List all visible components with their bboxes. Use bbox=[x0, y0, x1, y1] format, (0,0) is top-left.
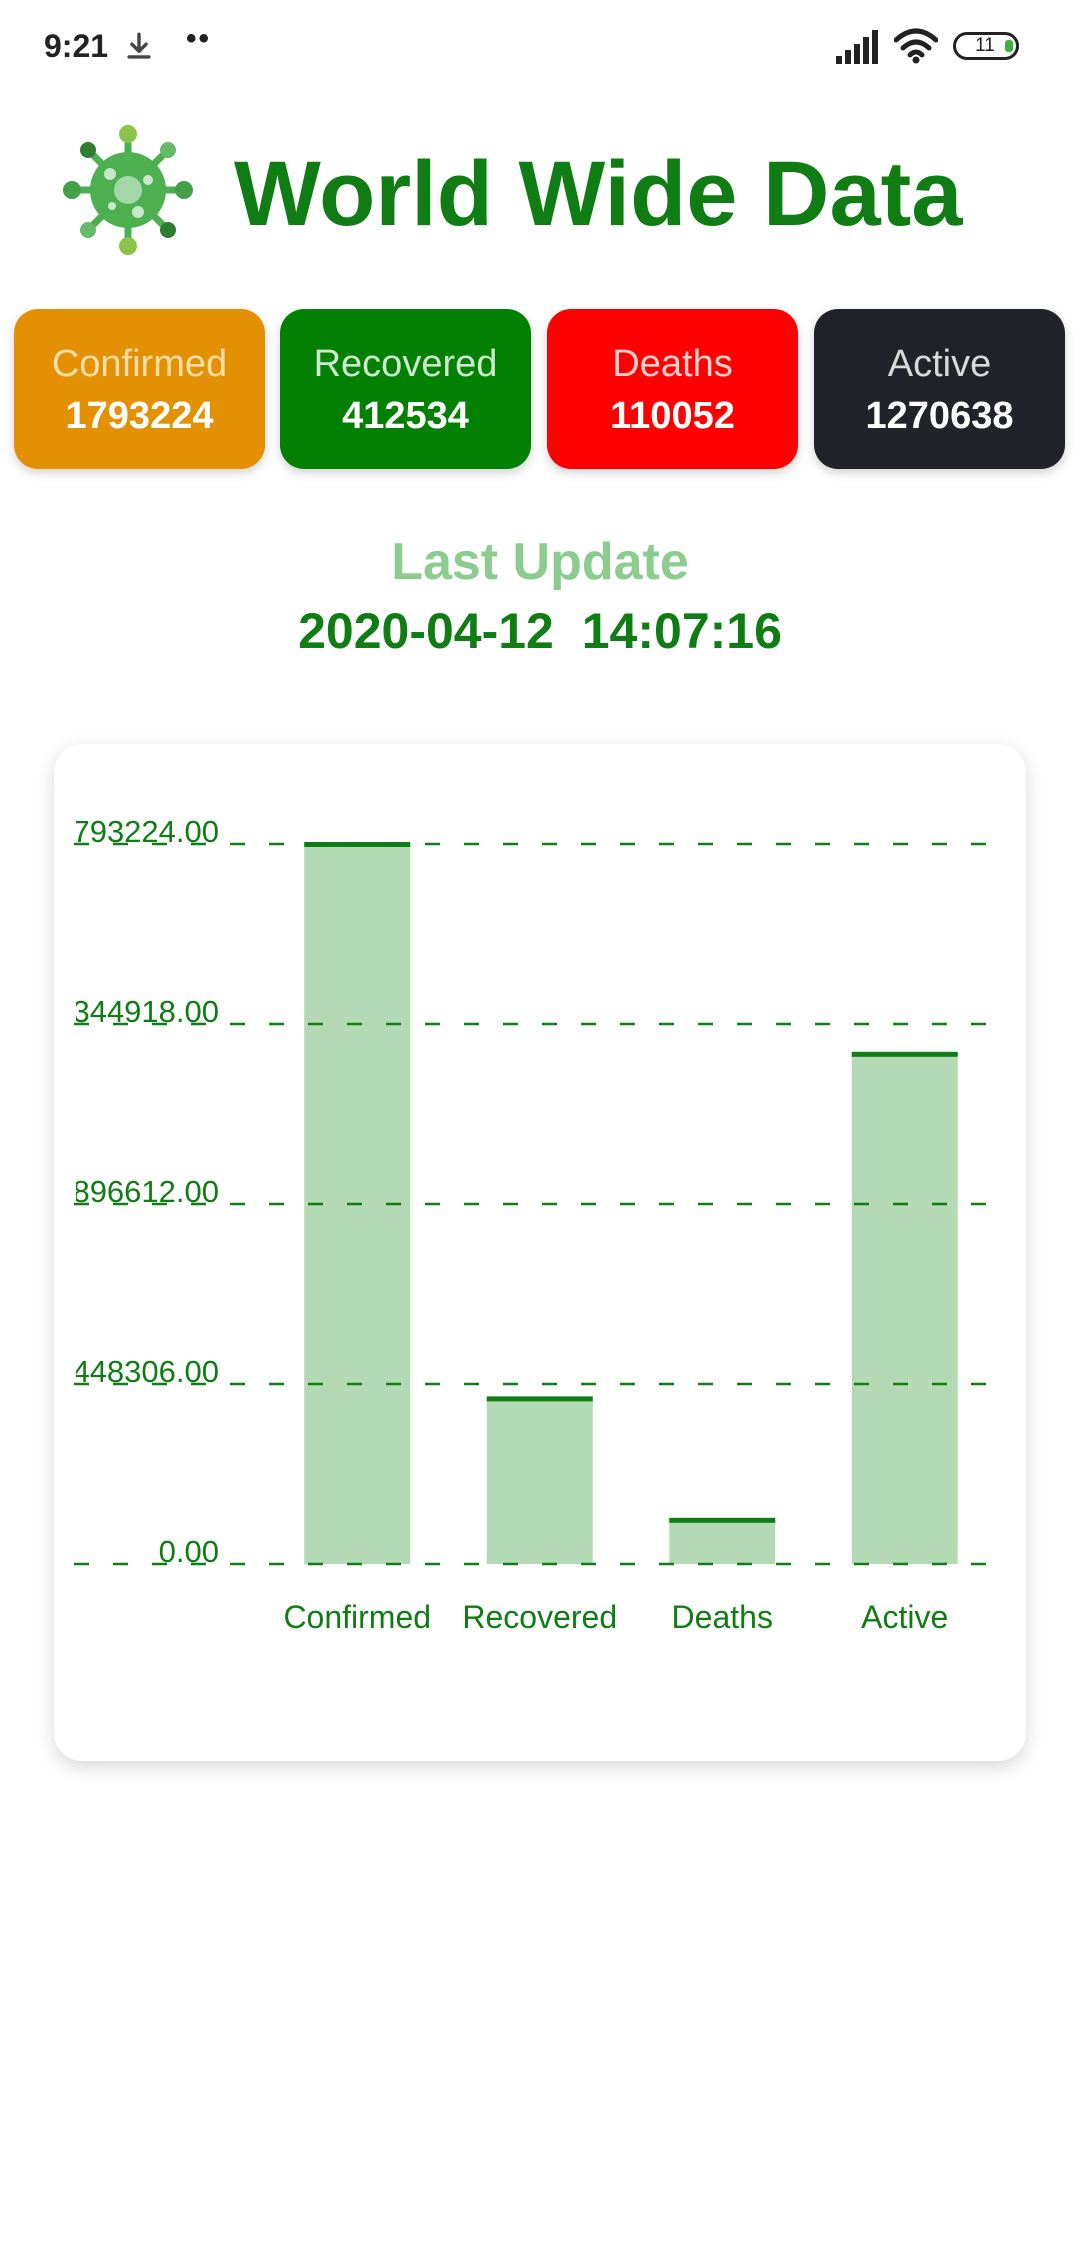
stat-label: Recovered bbox=[313, 343, 498, 385]
stat-label: Deaths bbox=[612, 343, 733, 385]
stat-value: 1793224 bbox=[65, 395, 214, 437]
status-bar: 9:21 •• 11 bbox=[0, 0, 1080, 96]
battery-fill bbox=[1005, 40, 1013, 52]
x-tick-label: Deaths bbox=[672, 1599, 773, 1635]
bar-top-deaths bbox=[669, 1517, 776, 1523]
app-title: World Wide Data bbox=[234, 143, 963, 245]
stat-value: 110052 bbox=[610, 395, 735, 437]
virus-icon bbox=[63, 125, 193, 255]
chart-card: Confirmed Recovered Deaths Active 0.00 448306… bbox=[54, 744, 1026, 1761]
signal-icon bbox=[836, 30, 878, 64]
x-tick-label: Recovered bbox=[462, 1599, 617, 1635]
y-tick-label: 1793224.00 bbox=[55, 814, 219, 849]
x-tick-label: Confirmed bbox=[283, 1599, 431, 1635]
last-update-value: 2020-04-12 14:07:16 bbox=[298, 603, 782, 659]
y-tick-label: 0.00 bbox=[159, 1534, 219, 1569]
notification-dots: •• bbox=[186, 22, 212, 55]
wifi-icon bbox=[894, 28, 938, 64]
y-tick-label: 448306.00 bbox=[72, 1354, 219, 1389]
battery-icon: 11 bbox=[953, 32, 1019, 60]
stat-label: Confirmed bbox=[51, 343, 228, 385]
bar-deaths bbox=[669, 1519, 776, 1564]
status-time: 9:21 bbox=[44, 28, 109, 64]
bar-top-active bbox=[851, 1051, 958, 1057]
stat-value: 1270638 bbox=[865, 395, 1014, 437]
last-update-label: Last Update bbox=[391, 533, 689, 591]
stat-card-confirmed[interactable]: Confirmed 1793224 bbox=[14, 309, 265, 469]
bar-active bbox=[851, 1053, 958, 1564]
y-tick-label: 896612.00 bbox=[72, 1174, 219, 1209]
bar-recovered bbox=[486, 1398, 593, 1564]
x-tick-label: Active bbox=[861, 1599, 948, 1635]
bar-chart: Confirmed Recovered Deaths Active 0.00 448306… bbox=[55, 814, 1004, 1635]
stat-card-deaths[interactable]: Deaths 110052 bbox=[547, 309, 798, 469]
y-tick-label: 1344918.00 bbox=[55, 994, 219, 1029]
battery-level: 11 bbox=[975, 35, 995, 56]
stat-card-recovered[interactable]: Recovered 412534 bbox=[280, 309, 531, 469]
stat-card-active[interactable]: Active 1270638 bbox=[814, 309, 1065, 469]
stat-label: Active bbox=[887, 343, 992, 385]
bar-top-recovered bbox=[486, 1396, 593, 1402]
download-icon bbox=[127, 32, 151, 59]
stat-value: 412534 bbox=[342, 395, 469, 437]
